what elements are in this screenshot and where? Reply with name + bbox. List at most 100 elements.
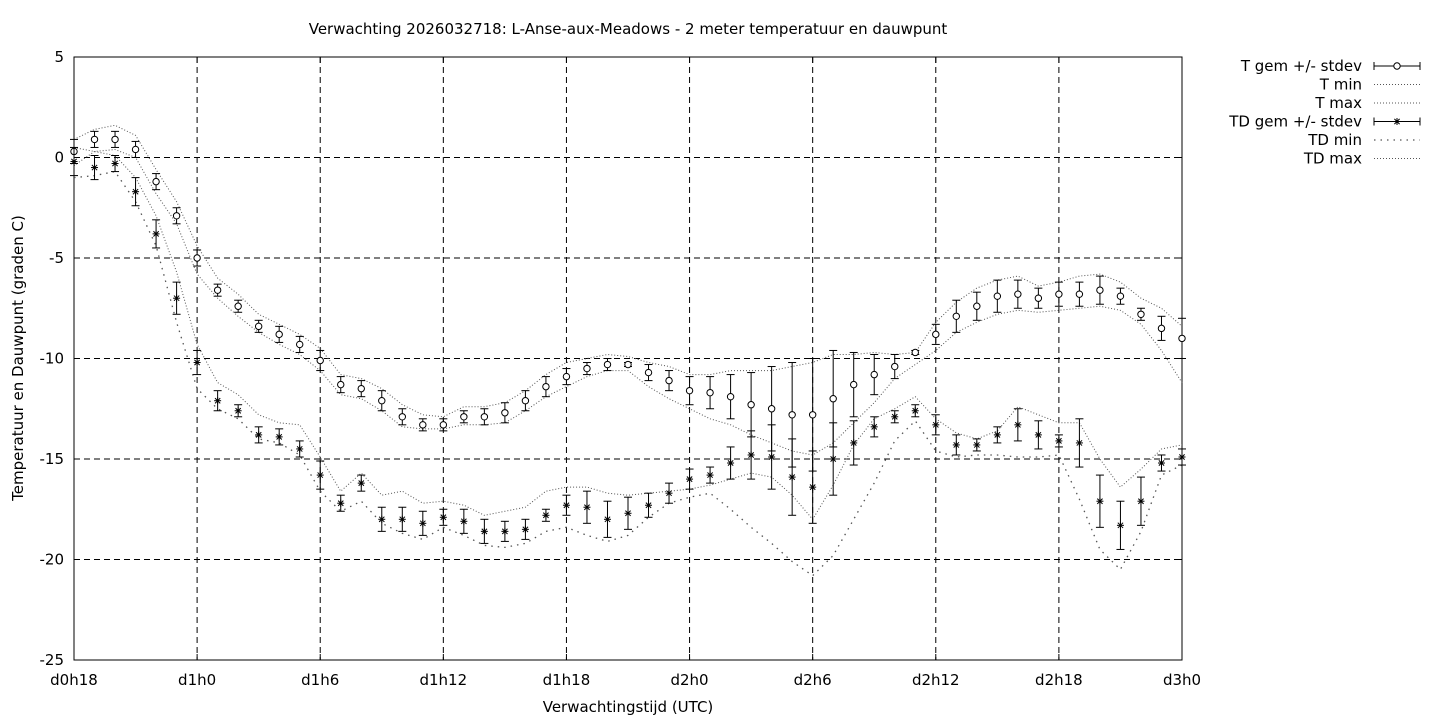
- point-td-gem-stdev: [911, 404, 920, 418]
- marker-td-gem-stdev: [521, 525, 529, 533]
- star-stroke: [378, 516, 385, 523]
- point-t-gem-stdev: [254, 319, 263, 333]
- marker-t-gem-stdev: [644, 368, 653, 377]
- star-stroke: [173, 295, 180, 302]
- point-t-gem-stdev: [193, 249, 202, 267]
- star-stroke: [1014, 421, 1021, 428]
- star-stroke: [666, 490, 673, 497]
- marker-t-gem-stdev: [952, 312, 960, 320]
- point-td-gem-stdev: [398, 506, 407, 532]
- star-stroke: [1035, 431, 1042, 438]
- y-tick-label: -15: [40, 450, 65, 468]
- point-t-gem-stdev: [603, 358, 612, 372]
- marker-t-gem-stdev: [296, 340, 304, 349]
- marker-td-gem-stdev: [132, 188, 140, 196]
- point-td-gem-stdev: [1075, 418, 1084, 468]
- star-stroke: [419, 520, 426, 527]
- star-stroke: [891, 413, 898, 420]
- point-td-gem-stdev: [603, 500, 612, 538]
- plot-series: [70, 124, 1186, 577]
- marker-td-gem-stdev: [1178, 453, 1186, 461]
- y-tick-label: -20: [40, 551, 65, 569]
- star-stroke: [563, 502, 570, 509]
- star-stroke: [112, 160, 119, 167]
- point-t-gem-stdev: [418, 418, 427, 432]
- marker-td-gem-stdev: [809, 483, 817, 491]
- marker-td-gem-stdev: [932, 421, 940, 429]
- star-stroke: [809, 484, 816, 491]
- marker-td-gem-stdev: [973, 441, 981, 449]
- marker-t-gem-stdev: [726, 392, 735, 401]
- point-td-gem-stdev: [500, 520, 509, 542]
- point-t-gem-stdev: [316, 349, 325, 372]
- marker-td-gem-stdev: [768, 453, 776, 461]
- point-td-gem-stdev: [541, 508, 550, 522]
- x-tick-label: d3h0: [1163, 671, 1201, 689]
- marker-td-gem-stdev: [1137, 497, 1145, 505]
- star-stroke: [953, 441, 960, 448]
- point-td-gem-stdev: [418, 510, 427, 536]
- series-line-td-min: [73, 170, 1183, 577]
- marker-t-gem-stdev: [501, 409, 509, 417]
- x-tick-label: d1h12: [419, 671, 467, 689]
- marker-td-gem-stdev: [603, 515, 611, 523]
- point-t-gem-stdev: [1013, 279, 1022, 309]
- grid: [73, 57, 1183, 660]
- legend-label: TD max: [1303, 150, 1362, 168]
- point-td-gem-stdev: [275, 428, 284, 446]
- marker-td-gem-stdev: [583, 503, 591, 511]
- marker-td-gem-stdev: [316, 471, 324, 479]
- point-t-gem-stdev: [1136, 307, 1145, 321]
- legend-label: T gem +/- stdev: [1240, 57, 1362, 75]
- marker-t-gem-stdev: [1157, 324, 1166, 333]
- x-tick-label: d2h6: [794, 671, 832, 689]
- star-stroke: [1096, 498, 1103, 505]
- x-tick-label: d1h18: [543, 671, 591, 689]
- marker-t-gem-stdev: [357, 384, 365, 393]
- star-stroke: [625, 510, 631, 517]
- star-stroke: [707, 472, 714, 479]
- marker-t-gem-stdev: [767, 405, 776, 413]
- series-line-t-min: [73, 148, 1183, 456]
- point-t-gem-stdev: [911, 348, 920, 357]
- marker-t-gem-stdev: [850, 380, 858, 389]
- point-td-gem-stdev: [808, 450, 817, 524]
- point-t-gem-stdev: [562, 368, 571, 386]
- marker-td-gem-stdev: [993, 431, 1001, 439]
- marker-t-gem-stdev: [337, 380, 345, 389]
- marker-td-gem-stdev: [460, 517, 468, 525]
- point-t-gem-stdev: [111, 130, 120, 148]
- marker-td-gem-stdev: [870, 423, 878, 431]
- x-axis: d0h18 d1h0 d1h6 d1h12 d1h18 d2h0 d2h6 d2h12 d2h1…: [50, 57, 1201, 689]
- marker-t-gem-stdev: [1096, 286, 1104, 294]
- marker-t-gem-stdev: [583, 364, 591, 373]
- point-td-gem-stdev: [624, 496, 632, 530]
- point-td-gem-stdev: [1157, 454, 1166, 472]
- point-td-gem-stdev: [788, 438, 797, 516]
- y-tick-label: -25: [40, 651, 65, 669]
- star-stroke: [235, 407, 242, 414]
- marker-t-gem-stdev: [624, 360, 632, 369]
- point-t-gem-stdev: [582, 362, 591, 376]
- marker-td-gem-stdev: [1014, 421, 1022, 429]
- x-tick-label: d1h6: [301, 671, 339, 689]
- star-stroke: [399, 516, 406, 523]
- chart-title: Verwachting 2026032718: L-Anse-aux-Meado…: [309, 20, 948, 38]
- point-td-gem-stdev: [1095, 474, 1104, 528]
- marker-t-gem-stdev: [439, 421, 448, 429]
- marker-t-gem-stdev: [808, 411, 817, 419]
- point-td-gem-stdev: [521, 518, 530, 540]
- point-t-gem-stdev: [90, 130, 99, 148]
- point-td-gem-stdev: [931, 414, 940, 436]
- point-t-gem-stdev: [398, 408, 407, 426]
- legend-item: T min: [1319, 76, 1420, 94]
- point-t-gem-stdev: [131, 140, 140, 158]
- marker-t-gem-stdev: [665, 376, 673, 385]
- star-stroke: [912, 407, 919, 414]
- point-td-gem-stdev: [849, 420, 858, 466]
- star-stroke: [1117, 522, 1124, 529]
- marker-td-gem-stdev: [419, 519, 427, 527]
- legend-label: T max: [1314, 94, 1362, 112]
